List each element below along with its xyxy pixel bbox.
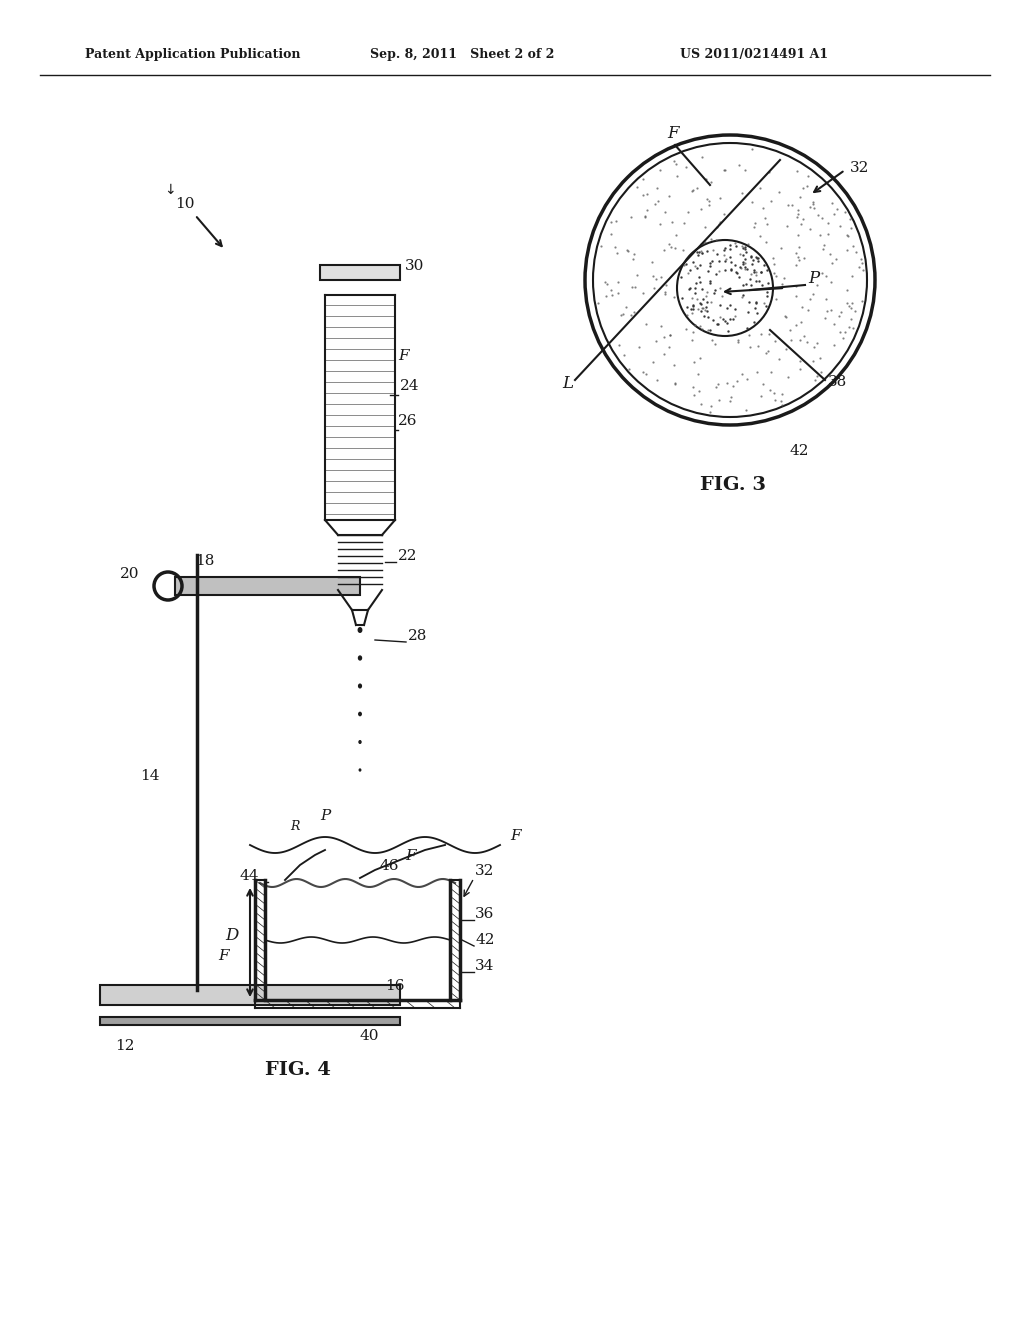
Text: 14: 14 — [140, 770, 160, 783]
Text: F: F — [667, 125, 679, 143]
Text: 24: 24 — [400, 379, 420, 393]
Text: US 2011/0214491 A1: US 2011/0214491 A1 — [680, 48, 828, 61]
Bar — [175, 577, 360, 595]
Ellipse shape — [358, 684, 361, 688]
Text: 38: 38 — [828, 375, 847, 389]
Text: FIG. 3: FIG. 3 — [700, 477, 766, 494]
Text: Sep. 8, 2011   Sheet 2 of 2: Sep. 8, 2011 Sheet 2 of 2 — [370, 48, 554, 61]
Text: 10: 10 — [175, 197, 195, 211]
Text: 18: 18 — [195, 554, 214, 568]
Text: R: R — [290, 820, 299, 833]
Text: 44: 44 — [240, 869, 259, 883]
Text: 40: 40 — [360, 1030, 380, 1043]
Text: $\downarrow$: $\downarrow$ — [162, 183, 175, 197]
Text: 22: 22 — [398, 549, 418, 564]
Text: 36: 36 — [475, 907, 495, 921]
Text: P: P — [808, 271, 819, 286]
Text: 42: 42 — [790, 444, 810, 458]
Text: 30: 30 — [406, 259, 424, 273]
Text: F: F — [398, 348, 409, 363]
Text: 16: 16 — [385, 979, 404, 993]
Text: L: L — [562, 375, 573, 392]
Ellipse shape — [358, 628, 361, 632]
Ellipse shape — [358, 656, 361, 660]
Text: 28: 28 — [408, 630, 427, 643]
Bar — [100, 1016, 400, 1026]
Text: D: D — [225, 927, 239, 944]
Text: F: F — [218, 949, 228, 964]
Text: 26: 26 — [398, 414, 418, 428]
Ellipse shape — [359, 770, 360, 771]
Bar — [100, 985, 400, 1005]
Text: F: F — [406, 849, 416, 863]
Text: 46: 46 — [380, 859, 399, 873]
Text: Patent Application Publication: Patent Application Publication — [85, 48, 300, 61]
Text: 20: 20 — [120, 568, 139, 581]
Text: 32: 32 — [475, 865, 495, 878]
Text: 42: 42 — [475, 933, 495, 946]
Text: 34: 34 — [475, 960, 495, 973]
Text: P: P — [319, 809, 331, 822]
Text: 12: 12 — [115, 1039, 134, 1053]
Text: FIG. 4: FIG. 4 — [265, 1061, 331, 1078]
Ellipse shape — [359, 741, 361, 743]
Text: 32: 32 — [850, 161, 869, 176]
Text: F: F — [510, 829, 520, 843]
Ellipse shape — [358, 713, 361, 715]
Bar — [319, 265, 400, 280]
